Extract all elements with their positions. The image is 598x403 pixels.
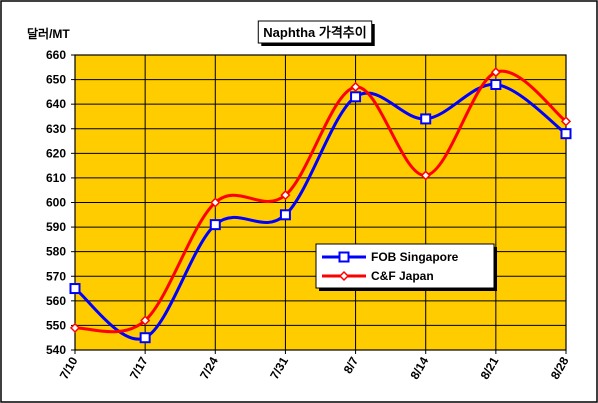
y-tick-label: 540	[46, 343, 66, 357]
data-point-fob-singapore	[279, 209, 291, 221]
y-tick-label: 580	[46, 245, 66, 259]
data-point-fob-singapore	[350, 91, 362, 103]
chart-title: Naphtha 가격추이	[263, 25, 366, 40]
legend-label: FOB Singapore	[371, 250, 459, 264]
data-point-fob-singapore	[139, 332, 151, 344]
legend-label: C&F Japan	[371, 269, 434, 283]
series-group	[69, 67, 572, 344]
y-tick-label: 600	[46, 196, 66, 210]
data-point-fob-singapore	[209, 219, 221, 231]
data-point-c-f-japan	[490, 67, 501, 78]
data-point-c-f-japan	[140, 315, 151, 326]
y-tick-label: 610	[46, 171, 66, 185]
y-tick-label: 640	[46, 97, 66, 111]
y-tick-label: 630	[46, 122, 66, 136]
data-point-c-f-japan	[560, 116, 572, 127]
y-tick-label: 650	[46, 73, 66, 87]
legend: FOB Singapore C&F Japan	[315, 243, 497, 291]
data-point-fob-singapore	[420, 113, 432, 125]
data-point-c-f-japan	[69, 322, 81, 333]
legend-swatch-marker	[338, 270, 350, 282]
series-line-c-f-japan	[74, 69, 567, 334]
legend-swatch-marker	[338, 251, 350, 263]
y-axis-label: 달러/MT	[27, 26, 70, 41]
data-point-c-f-japan	[210, 197, 221, 208]
chart-title-group: Naphtha 가격추이	[257, 20, 375, 46]
y-tick-label: 570	[46, 269, 66, 283]
y-tick-label: 660	[46, 48, 66, 62]
data-point-c-f-japan	[420, 170, 431, 181]
data-point-fob-singapore	[69, 283, 81, 295]
legend-box	[315, 243, 495, 289]
data-point-fob-singapore	[490, 79, 502, 90]
data-point-c-f-japan	[350, 81, 361, 93]
y-tick-label: 560	[46, 294, 66, 308]
y-tick-label: 550	[46, 318, 66, 332]
data-point-c-f-japan	[280, 190, 291, 201]
chart-title-box	[257, 20, 373, 44]
plot-area	[74, 54, 567, 351]
y-tick-label: 590	[46, 220, 66, 234]
data-point-fob-singapore	[560, 128, 572, 140]
y-tick-label: 620	[46, 146, 66, 160]
series-c-f-japan	[69, 67, 572, 334]
axes: 5405505605705805906006106206306406506607…	[46, 48, 572, 382]
